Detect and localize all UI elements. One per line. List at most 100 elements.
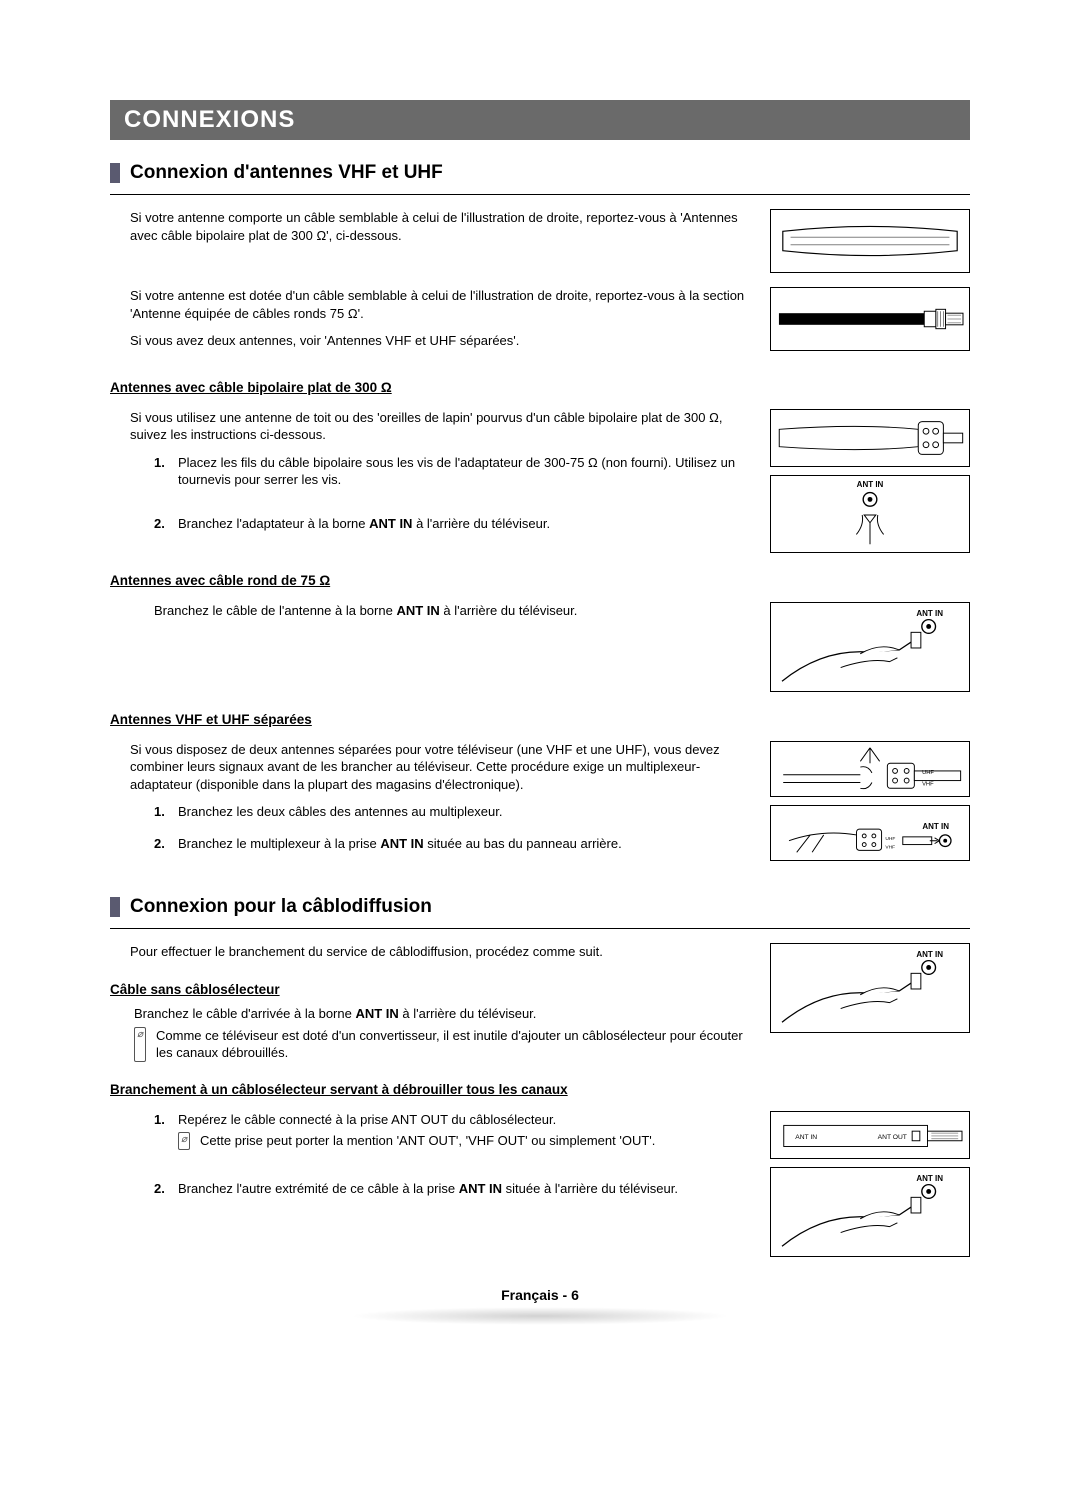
text-column: Si votre antenne est dotée d'un câble se…	[110, 287, 756, 360]
step-list: 1. Repérez le câble connecté à la prise …	[130, 1111, 756, 1198]
bold-text: ANT IN	[459, 1181, 502, 1196]
text: Repérez le câble connecté à la prise ANT…	[178, 1112, 556, 1127]
step-text: Branchez l'adaptateur à la borne ANT IN …	[178, 515, 550, 533]
note: ⌀ Cette prise peut porter la mention 'AN…	[178, 1132, 655, 1150]
paragraph: Si votre antenne comporte un câble sembl…	[130, 209, 756, 244]
row: Si votre antenne comporte un câble sembl…	[110, 209, 970, 273]
step-number: 2.	[154, 1180, 170, 1198]
list-item: 2. Branchez le multiplexeur à la prise A…	[154, 835, 756, 853]
figure-column: ANT IN	[770, 602, 970, 692]
svg-text:UHF: UHF	[885, 835, 895, 841]
list-item: 1. Branchez les deux câbles des antennes …	[154, 803, 756, 821]
section-title: Connexion pour la câblodiffusion	[110, 896, 970, 918]
paragraph: Si vous avez deux antennes, voir 'Antenn…	[130, 332, 756, 350]
figure-hand-antin: ANT IN	[770, 943, 970, 1033]
divider	[110, 194, 970, 195]
text: à l'arrière du téléviseur.	[399, 1006, 537, 1021]
row: Si vous utilisez une antenne de toit ou …	[110, 409, 970, 553]
paragraph: Si votre antenne est dotée d'un câble se…	[130, 287, 756, 322]
ant-in-label: ANT IN	[916, 1174, 943, 1183]
text: Branchez le câble de l'antenne à la born…	[154, 603, 396, 618]
text: située au bas du panneau arrière.	[424, 836, 622, 851]
page-footer: Français - 6	[110, 1287, 970, 1303]
note-text: Cette prise peut porter la mention 'ANT …	[200, 1132, 655, 1150]
note-text: Comme ce téléviseur est doté d'un conver…	[156, 1027, 756, 1062]
list-item: 1. Repérez le câble connecté à la prise …	[154, 1111, 756, 1150]
section1-heading: Connexion d'antennes VHF et UHF	[130, 162, 443, 184]
figure-cablebox: ANT IN ANT OUT	[770, 1111, 970, 1159]
list-item: 1.Placez les fils du câble bipolaire sou…	[154, 454, 756, 489]
figure-multiplexer-antin: ANT IN UHF VHF	[770, 805, 970, 861]
figure-round-cable	[770, 287, 970, 351]
text-column: Si vous disposez de deux antennes séparé…	[110, 741, 756, 863]
bold-text: ANT IN	[380, 836, 423, 851]
figure-column: ANT IN	[770, 943, 970, 1033]
figure-flat-cable	[770, 209, 970, 273]
subheading: Antennes avec câble rond de 75 Ω	[110, 573, 970, 588]
figure-column: UHF VHF ANT IN UHF VHF	[770, 741, 970, 861]
subheading: Câble sans câblosélecteur	[110, 981, 756, 999]
step-text: Repérez le câble connecté à la prise ANT…	[178, 1111, 655, 1150]
paragraph: Si vous utilisez une antenne de toit ou …	[130, 409, 756, 444]
text: Branchez le câble d'arrivée à la borne	[134, 1006, 355, 1021]
text: Branchez l'autre extrémité de ce câble à…	[178, 1181, 459, 1196]
figure-ant-in-adapter: ANT IN	[770, 475, 970, 553]
figure-column	[770, 209, 970, 273]
ant-in-label: ANT IN	[916, 950, 943, 959]
step-text: Branchez les deux câbles des antennes au…	[178, 803, 502, 821]
ant-in-label: ANT IN	[916, 609, 943, 618]
text-column: Pour effectuer le branchement du service…	[110, 943, 756, 1061]
paragraph: Si vous disposez de deux antennes séparé…	[130, 741, 756, 794]
step-text: Placez les fils du câble bipolaire sous …	[178, 454, 756, 489]
step-list: 1. Branchez les deux câbles des antennes …	[130, 803, 756, 852]
text-column: 1. Repérez le câble connecté à la prise …	[110, 1111, 756, 1208]
svg-text:VHF: VHF	[885, 844, 895, 850]
section-marker-icon	[110, 163, 120, 183]
row: 1. Repérez le câble connecté à la prise …	[110, 1111, 970, 1257]
row: Branchez le câble de l'antenne à la born…	[110, 602, 970, 692]
ant-in-label: ANT IN	[857, 480, 884, 489]
step-text: Branchez le multiplexeur à la prise ANT …	[178, 835, 622, 853]
note-icon: ⌀	[134, 1027, 146, 1062]
figure-hand-antin: ANT IN	[770, 602, 970, 692]
note: ⌀ Comme ce téléviseur est doté d'un conv…	[130, 1027, 756, 1062]
footer-shadow	[350, 1307, 730, 1325]
svg-text:UHF: UHF	[922, 769, 934, 775]
list-item: 2. Branchez l'autre extrémité de ce câbl…	[154, 1180, 756, 1198]
bold-text: ANT IN	[396, 603, 439, 618]
svg-text:ANT OUT: ANT OUT	[878, 1134, 907, 1141]
text-column: Branchez le câble de l'antenne à la born…	[110, 602, 756, 620]
row: Si votre antenne est dotée d'un câble se…	[110, 287, 970, 360]
divider	[110, 928, 970, 929]
paragraph: Pour effectuer le branchement du service…	[130, 943, 756, 961]
text: à l'arrière du téléviseur.	[440, 603, 578, 618]
figure-column: ANT IN	[770, 409, 970, 553]
step-number: 2.	[154, 515, 170, 533]
bold-text: ANT IN	[355, 1006, 398, 1021]
step-number: 1.	[154, 1111, 170, 1150]
figure-multiplexer: UHF VHF	[770, 741, 970, 797]
paragraph: Branchez le câble de l'antenne à la born…	[130, 602, 756, 620]
figure-adapter	[770, 409, 970, 467]
text: Branchez le multiplexeur à la prise	[178, 836, 380, 851]
section-title: Connexion d'antennes VHF et UHF	[110, 162, 970, 184]
step-number: 2.	[154, 835, 170, 853]
section2-heading: Connexion pour la câblodiffusion	[130, 896, 432, 918]
subheading: Antennes VHF et UHF séparées	[110, 712, 970, 727]
step-text: Branchez l'autre extrémité de ce câble à…	[178, 1180, 678, 1198]
subheading: Branchement à un câblosélecteur servant …	[110, 1082, 970, 1097]
row: Si vous disposez de deux antennes séparé…	[110, 741, 970, 863]
text: Branchez l'adaptateur à la borne	[178, 516, 369, 531]
figure-column: ANT IN ANT OUT ANT IN	[770, 1111, 970, 1257]
step-number: 1.	[154, 454, 170, 489]
subheading: Antennes avec câble bipolaire plat de 30…	[110, 380, 970, 395]
chapter-title: CONNEXIONS	[110, 100, 970, 140]
note-icon: ⌀	[178, 1132, 190, 1150]
step-number: 1.	[154, 803, 170, 821]
figure-hand-antin: ANT IN	[770, 1167, 970, 1257]
text: située à l'arrière du téléviseur.	[502, 1181, 678, 1196]
svg-text:VHF: VHF	[922, 781, 934, 787]
figure-column	[770, 287, 970, 351]
ant-in-label: ANT IN	[922, 822, 949, 831]
page: CONNEXIONS Connexion d'antennes VHF et U…	[0, 0, 1080, 1365]
